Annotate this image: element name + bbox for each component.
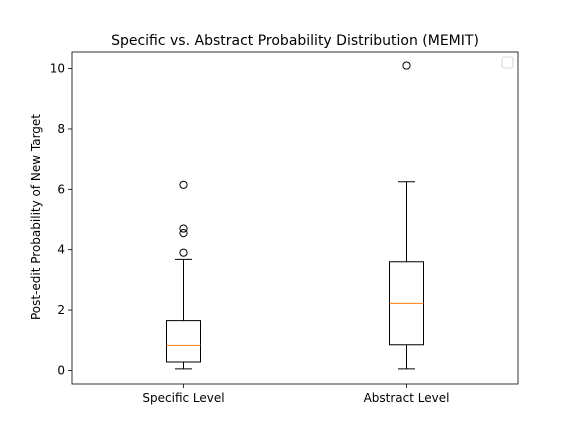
abstract-level-outlier-point: [402, 61, 411, 70]
y-tick-label: 6: [57, 182, 65, 196]
y-tick-label: 2: [57, 303, 65, 317]
legend-box: [501, 56, 514, 69]
y-tick-label: 4: [57, 243, 65, 257]
y-tick-label: 10: [50, 62, 65, 76]
y-tick-label: 8: [57, 122, 65, 136]
specific-level-box: [166, 320, 201, 363]
y-tick-label: 0: [57, 363, 65, 377]
specific-level-outlier-point: [179, 248, 188, 257]
x-tick-label: Abstract Level: [364, 391, 450, 405]
y-axis-title: Post-edit Probability of New Target: [29, 114, 43, 320]
specific-level-outlier-point: [179, 228, 188, 238]
axes: Specific Level Abstract Level 0 2 4 6 8 10: [50, 51, 519, 405]
specific-level-outlier-point: [179, 224, 188, 233]
plot-area: [166, 61, 424, 370]
x-tick-label: Specific Level: [142, 391, 224, 405]
chart-title: Specific vs. Abstract Probability Distri…: [111, 33, 479, 49]
specific-level-outlier-point: [179, 180, 188, 189]
axes-frame: [71, 51, 519, 385]
